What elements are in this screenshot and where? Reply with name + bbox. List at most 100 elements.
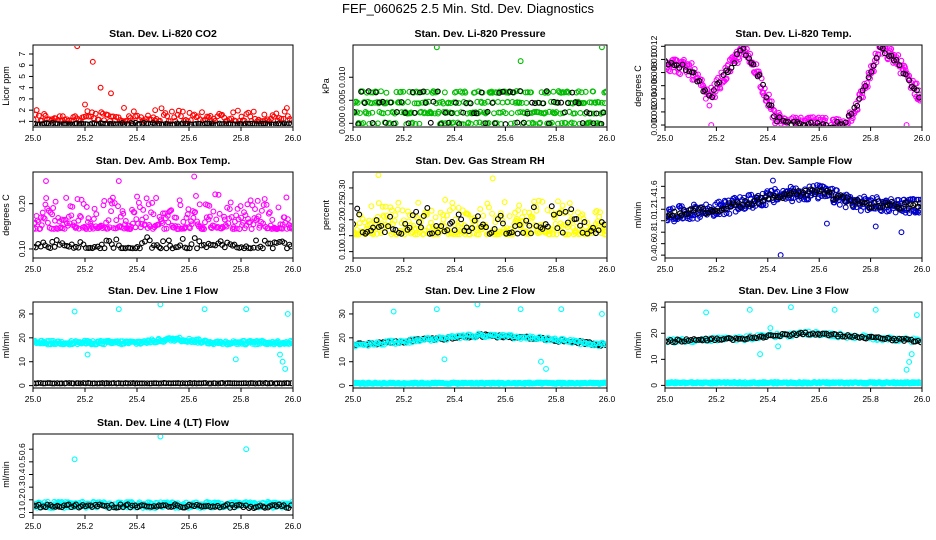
data-point xyxy=(542,109,549,116)
data-point xyxy=(198,242,205,249)
data-point xyxy=(528,89,534,96)
data-point xyxy=(281,240,288,246)
data-point xyxy=(405,99,411,105)
data-point xyxy=(808,119,814,126)
y-tick-label: 0.005 xyxy=(337,89,347,111)
data-point xyxy=(49,211,56,218)
data-points xyxy=(666,46,921,133)
data-point xyxy=(420,88,427,95)
data-point xyxy=(750,61,757,68)
y-tick-label: 5 xyxy=(17,74,27,79)
data-point xyxy=(531,198,538,205)
data-point xyxy=(221,244,228,251)
data-point xyxy=(517,306,524,313)
data-point xyxy=(383,89,390,96)
data-point xyxy=(45,120,52,126)
data-point xyxy=(219,380,226,386)
data-point xyxy=(150,211,157,218)
data-point xyxy=(830,196,837,203)
data-point xyxy=(798,128,803,133)
data-point xyxy=(424,205,431,211)
data-point xyxy=(872,223,879,230)
data-point xyxy=(41,120,48,126)
data-point xyxy=(247,197,254,204)
data-point xyxy=(434,229,441,236)
x-tick-label: 25.6 xyxy=(181,394,198,404)
x-tick-label: 25.6 xyxy=(811,394,828,404)
data-point xyxy=(868,68,875,75)
data-point xyxy=(466,231,473,238)
data-point xyxy=(73,120,80,126)
data-point xyxy=(207,113,214,119)
data-point xyxy=(686,216,693,222)
data-point xyxy=(354,221,357,227)
panel-7: Stan. Dev. Line 1 Flow ml/min 25.0 25.2 25.4… xyxy=(1,285,302,404)
data-point xyxy=(163,225,170,232)
data-point xyxy=(597,209,603,216)
data-point xyxy=(451,227,458,234)
data-point xyxy=(452,99,459,106)
data-point xyxy=(706,92,713,99)
data-point xyxy=(179,225,186,232)
data-point xyxy=(477,108,484,115)
data-point xyxy=(728,64,735,71)
panel-5: Stan. Dev. Gas Stream RH percent 25.0 25.2 2… xyxy=(321,155,616,274)
data-point xyxy=(80,201,87,207)
data-point xyxy=(709,94,716,101)
data-point xyxy=(749,201,756,208)
data-point xyxy=(596,213,603,220)
data-point xyxy=(756,72,763,78)
data-point xyxy=(557,220,564,227)
panel-4: Stan. Dev. Amb. Box Temp. degrees C 25.0 25… xyxy=(1,155,302,274)
data-point xyxy=(175,107,182,114)
data-point xyxy=(390,308,397,315)
data-point xyxy=(168,207,175,214)
data-point xyxy=(139,240,145,247)
data-point xyxy=(284,310,291,317)
data-point xyxy=(206,213,213,220)
data-point xyxy=(212,380,219,387)
data-point xyxy=(538,335,545,342)
data-point xyxy=(158,121,165,126)
data-point xyxy=(599,339,606,346)
data-point xyxy=(269,216,276,223)
data-point xyxy=(74,196,81,203)
data-point xyxy=(669,339,676,346)
panel-10: Stan. Dev. Line 4 (LT) Flow ml/min 25.0 25.… xyxy=(1,417,302,531)
data-point xyxy=(573,215,580,222)
x-tick-label: 25.4 xyxy=(760,394,777,404)
data-point xyxy=(428,110,435,117)
data-point xyxy=(708,122,715,126)
data-point xyxy=(150,114,157,121)
plot-frame xyxy=(664,301,923,389)
data-point xyxy=(392,226,399,233)
data-point xyxy=(843,127,848,132)
data-point xyxy=(358,88,365,95)
data-point xyxy=(851,332,858,339)
data-point xyxy=(506,213,513,220)
data-point xyxy=(825,332,832,339)
data-point xyxy=(150,242,157,249)
data-point xyxy=(757,351,764,358)
data-point xyxy=(75,244,82,251)
data-point xyxy=(782,118,789,125)
data-point xyxy=(503,89,510,96)
data-point xyxy=(68,504,75,511)
data-point xyxy=(120,210,127,217)
data-point xyxy=(416,120,423,126)
data-point xyxy=(177,202,184,209)
data-point xyxy=(160,502,167,509)
data-point xyxy=(356,110,363,117)
data-point xyxy=(381,229,388,236)
data-point xyxy=(201,306,208,313)
y-tick-label: 2 xyxy=(17,108,27,113)
data-point xyxy=(105,217,112,224)
data-point xyxy=(842,204,849,211)
data-point xyxy=(590,120,597,126)
plot-frame xyxy=(352,44,608,128)
y-tick-label: 0.4 xyxy=(649,249,659,261)
data-point xyxy=(444,212,450,219)
data-point xyxy=(177,242,184,249)
data-point xyxy=(796,120,803,126)
data-point xyxy=(569,89,576,96)
